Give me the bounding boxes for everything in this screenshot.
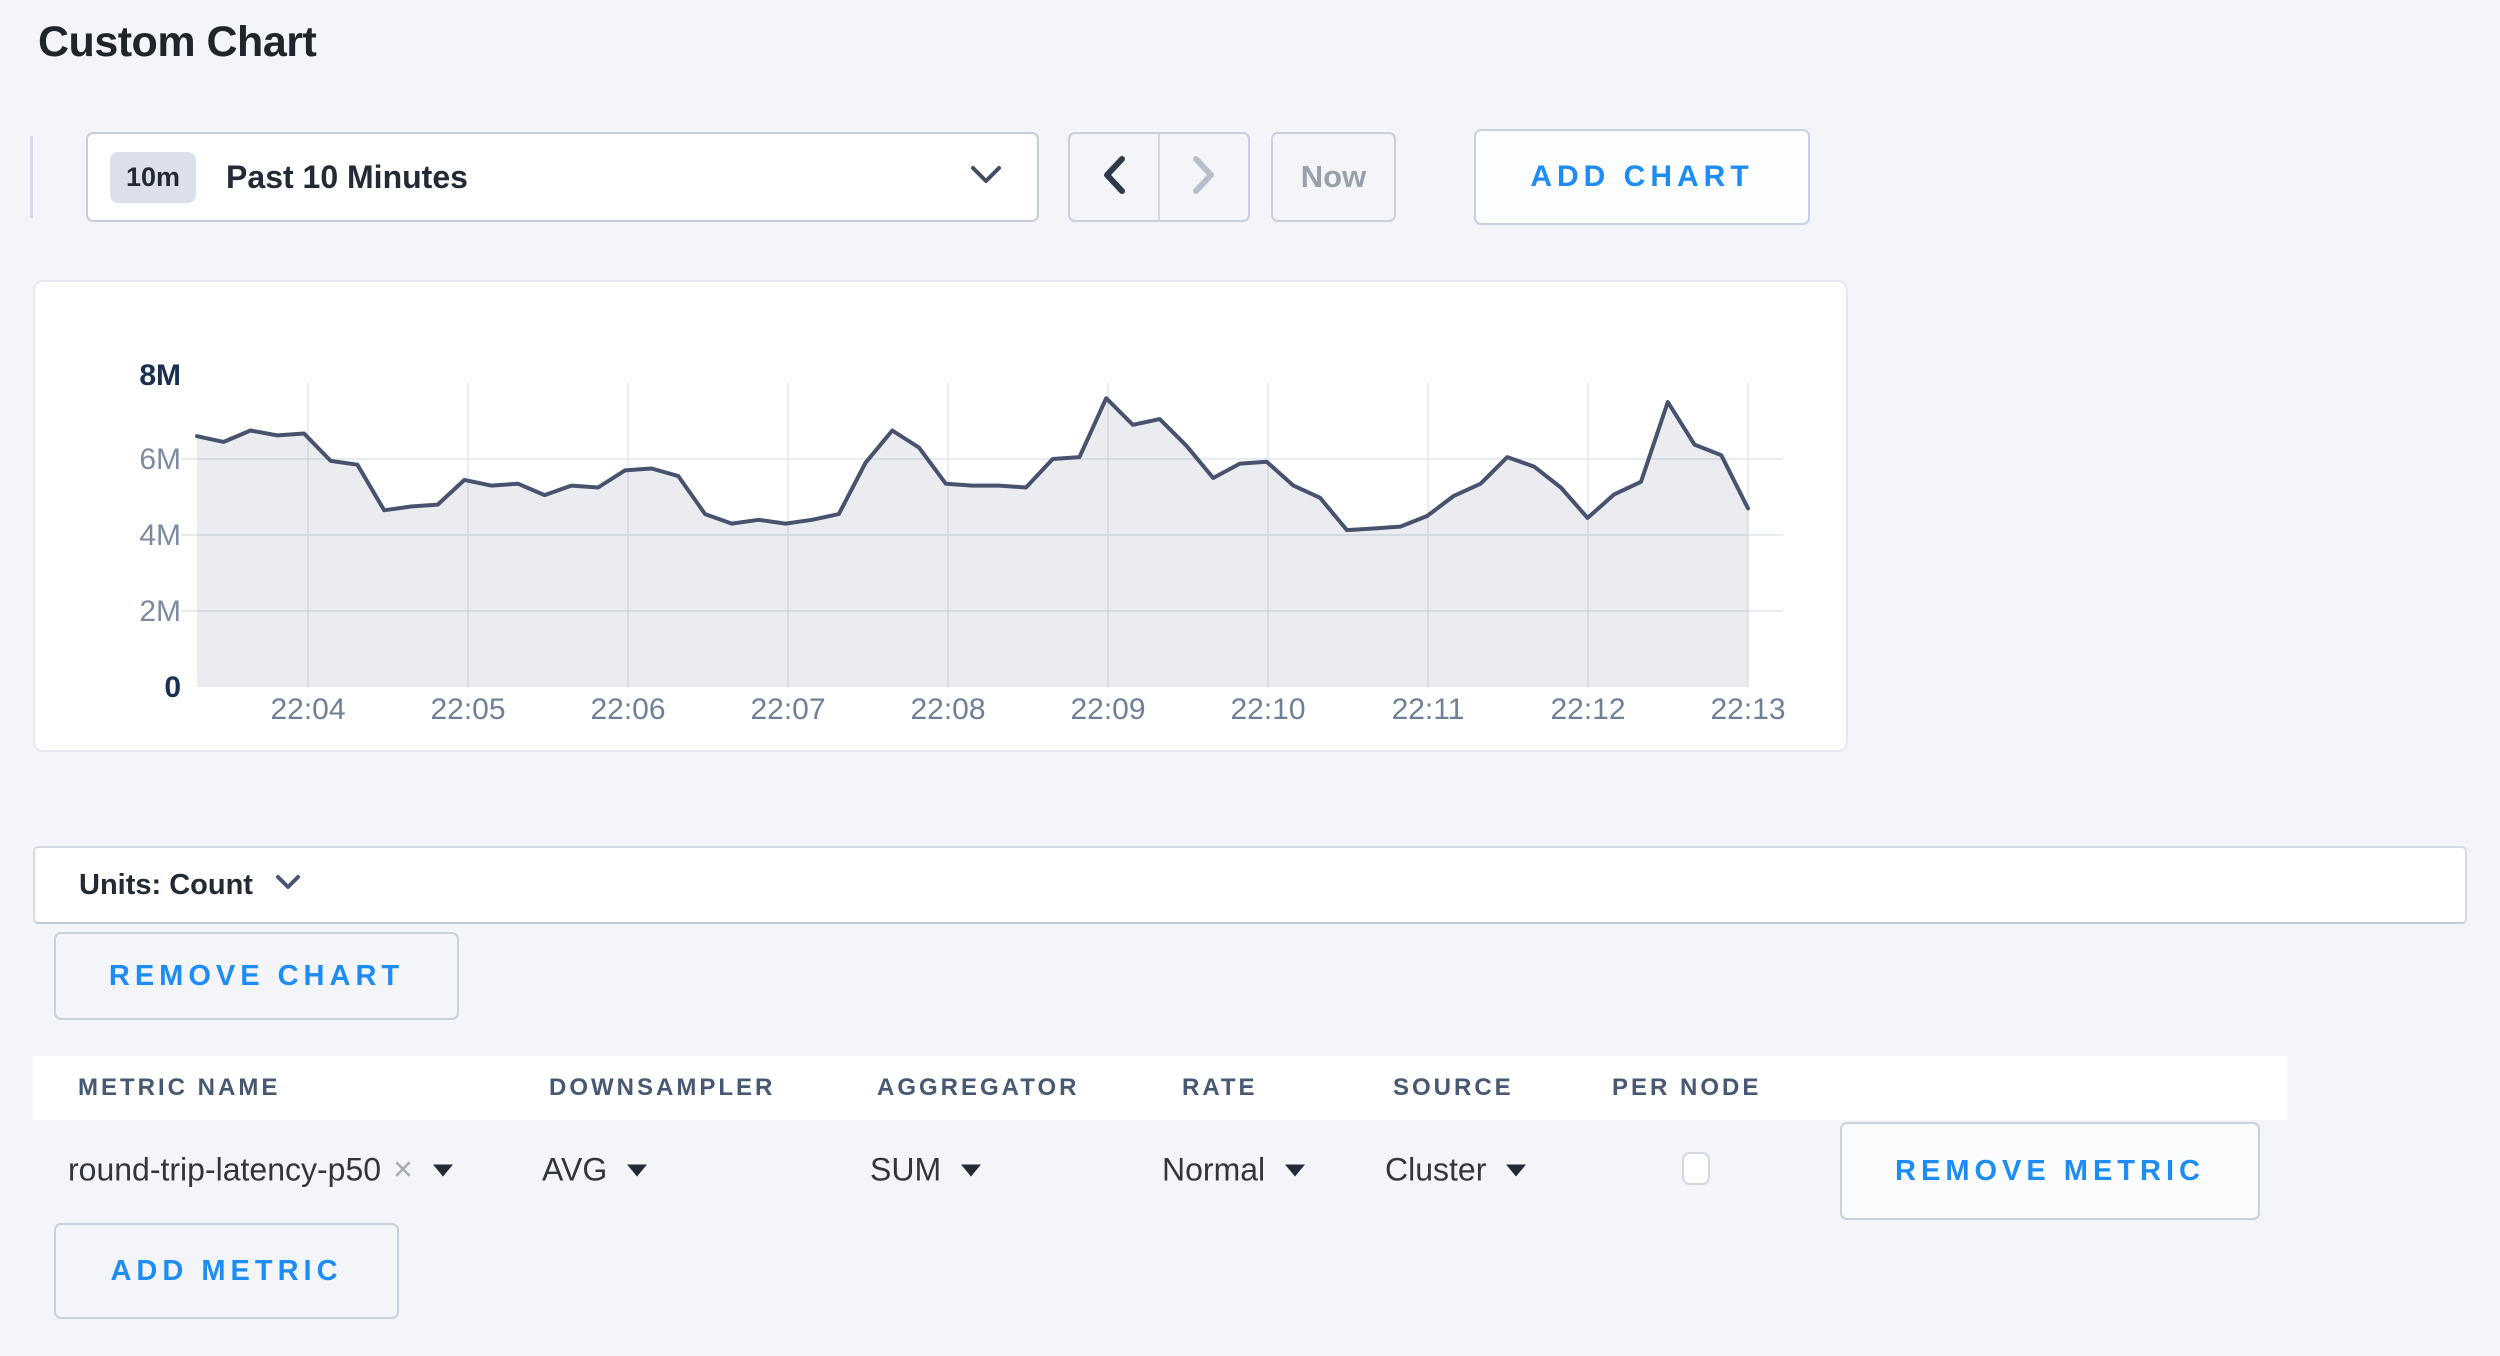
add-metric-button[interactable]: ADD METRIC — [54, 1223, 399, 1319]
remove-metric-button[interactable]: REMOVE METRIC — [1840, 1122, 2260, 1220]
x-tick-label: 22:04 — [270, 693, 345, 726]
metric-name-select[interactable]: round-trip-latency-p50 × — [68, 1151, 453, 1190]
source-value: Cluster — [1385, 1151, 1487, 1188]
x-tick-label: 22:06 — [590, 693, 665, 726]
remove-metric-tag-icon[interactable]: × — [393, 1150, 413, 1189]
time-range-label: Past 10 Minutes — [226, 158, 468, 195]
timeseries-area-chart: 0 2M 4M 6M 8M 22:04 22:05 22:06 22:07 22:08 22:09 2… — [139, 359, 1785, 726]
caret-down-icon — [1506, 1164, 1527, 1176]
x-tick-label: 22:08 — [910, 693, 985, 726]
column-header-source: SOURCE — [1393, 1074, 1514, 1101]
x-tick-label: 22:13 — [1710, 693, 1785, 726]
units-dropdown[interactable]: Units: Count — [33, 846, 2467, 924]
caret-down-icon — [627, 1164, 648, 1176]
y-tick-label: 0 — [164, 671, 181, 704]
metrics-table-header: METRIC NAME DOWNSAMPLER AGGREGATOR RATE … — [33, 1056, 2287, 1120]
aggregator-select[interactable]: SUM — [870, 1151, 982, 1189]
next-time-window-button[interactable] — [1158, 134, 1248, 220]
caret-down-icon — [432, 1164, 453, 1176]
add-chart-button[interactable]: ADD CHART — [1474, 129, 1810, 225]
y-tick-label: 4M — [139, 519, 181, 552]
toolbar-accent-divider — [30, 136, 33, 218]
column-header-downsampler: DOWNSAMPLER — [549, 1074, 776, 1101]
x-tick-label: 22:09 — [1070, 693, 1145, 726]
remove-chart-button[interactable]: REMOVE CHART — [54, 932, 459, 1020]
column-header-rate: RATE — [1182, 1074, 1258, 1101]
column-header-aggregator: AGGREGATOR — [877, 1074, 1080, 1101]
source-select[interactable]: Cluster — [1385, 1151, 1527, 1189]
time-range-badge: 10m — [110, 151, 197, 203]
time-range-dropdown[interactable]: 10m Past 10 Minutes — [86, 132, 1039, 222]
column-header-per-node: PER NODE — [1612, 1074, 1762, 1101]
rate-value: Normal — [1162, 1151, 1266, 1188]
x-tick-label: 22:05 — [430, 693, 505, 726]
aggregator-value: SUM — [870, 1151, 942, 1188]
series-line — [195, 396, 1750, 533]
y-tick-label: 8M — [139, 359, 181, 392]
page-title: Custom Chart — [38, 18, 317, 66]
rate-select[interactable]: Normal — [1162, 1151, 1306, 1189]
chevron-down-icon — [969, 164, 1003, 191]
prev-time-window-button[interactable] — [1070, 134, 1158, 220]
chart-panel: 0 2M 4M 6M 8M 22:04 22:05 22:06 22:07 22:08 22:09 2… — [33, 280, 1848, 752]
downsampler-select[interactable]: AVG — [542, 1151, 648, 1189]
x-tick-label: 22:11 — [1392, 693, 1465, 726]
downsampler-value: AVG — [542, 1151, 608, 1188]
units-label: Units: Count — [79, 868, 253, 901]
x-tick-label: 22:10 — [1230, 693, 1305, 726]
chevron-right-icon — [1191, 155, 1217, 200]
caret-down-icon — [961, 1164, 982, 1176]
now-button[interactable]: Now — [1271, 132, 1396, 222]
column-header-metric-name: METRIC NAME — [78, 1074, 281, 1101]
metric-name-value: round-trip-latency-p50 — [68, 1151, 382, 1188]
time-window-pager — [1068, 132, 1250, 222]
y-tick-label: 6M — [139, 443, 181, 476]
x-tick-label: 22:07 — [750, 693, 825, 726]
caret-down-icon — [1285, 1164, 1306, 1176]
y-tick-label: 2M — [139, 595, 181, 628]
series-area-fill — [197, 398, 1748, 687]
x-tick-label: 22:12 — [1550, 693, 1625, 726]
chevron-left-icon — [1101, 155, 1127, 200]
chevron-down-icon — [275, 874, 301, 896]
per-node-checkbox[interactable] — [1682, 1152, 1710, 1185]
